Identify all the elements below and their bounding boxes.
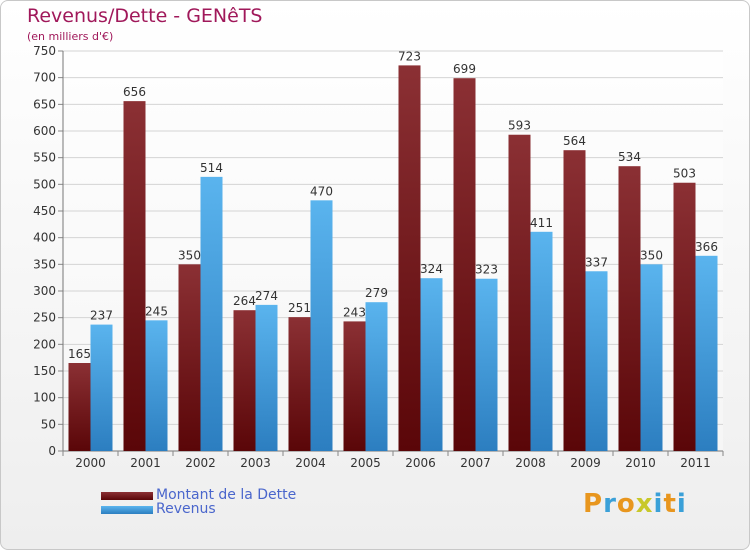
data-label-dette: 534	[618, 150, 641, 164]
proxiti-logo: Proxiti	[583, 489, 687, 519]
data-label-dette: 656	[123, 85, 146, 99]
y-tick-label: 350	[33, 257, 56, 271]
bar-dette	[563, 150, 586, 451]
bar-dette	[343, 321, 366, 451]
data-label-dette: 593	[508, 119, 531, 133]
x-tick-label: 2007	[460, 456, 491, 470]
data-label-revenus: 279	[365, 286, 388, 300]
chart-title: Revenus/Dette - GENêTS	[27, 5, 263, 27]
data-label-revenus: 274	[255, 289, 278, 303]
y-tick-label: 550	[33, 151, 56, 165]
y-tick-label: 750	[33, 44, 56, 58]
data-label-revenus: 237	[90, 309, 113, 323]
data-label-dette: 564	[563, 134, 586, 148]
x-tick-label: 2003	[240, 456, 271, 470]
y-tick-label: 600	[33, 124, 56, 138]
bar-revenus	[255, 304, 278, 451]
plot-area	[63, 51, 723, 451]
bar-dette	[123, 101, 146, 451]
data-label-dette: 264	[233, 294, 256, 308]
data-label-revenus: 245	[145, 304, 168, 318]
bar-dette	[233, 310, 256, 451]
data-label-revenus: 411	[530, 216, 553, 230]
bar-dette	[618, 166, 641, 451]
y-tick-label: 50	[41, 417, 56, 431]
bar-dette	[288, 317, 311, 451]
data-label-dette: 503	[673, 167, 696, 181]
bar-revenus	[310, 200, 333, 451]
x-tick-label: 2002	[185, 456, 216, 470]
x-tick-label: 2005	[350, 456, 381, 470]
bar-dette	[453, 78, 476, 451]
bar-revenus	[200, 176, 223, 451]
x-tick-label: 2001	[130, 456, 161, 470]
bar-dette	[68, 363, 91, 451]
bar-dette	[398, 65, 421, 452]
legend-swatch-dette	[101, 492, 153, 500]
bar-revenus	[530, 231, 553, 451]
bar-revenus	[420, 278, 443, 451]
bar-revenus	[695, 255, 718, 451]
bar-revenus	[90, 324, 113, 451]
bar-dette	[673, 182, 696, 451]
y-tick-label: 200	[33, 337, 56, 351]
data-label-dette: 165	[68, 347, 91, 361]
data-label-dette: 251	[288, 301, 311, 315]
y-tick-label: 0	[48, 444, 56, 458]
data-label-dette: 350	[178, 248, 201, 262]
y-tick-label: 450	[33, 204, 56, 218]
y-tick-label: 300	[33, 284, 56, 298]
y-tick-label: 500	[33, 177, 56, 191]
bar-revenus	[365, 302, 388, 451]
data-label-revenus: 337	[585, 255, 608, 269]
x-tick-label: 2009	[570, 456, 601, 470]
x-tick-label: 2004	[295, 456, 326, 470]
bar-revenus	[585, 271, 608, 451]
bar-revenus	[475, 278, 498, 451]
x-tick-label: 2008	[515, 456, 546, 470]
bar-dette	[178, 264, 201, 451]
data-label-revenus: 514	[200, 161, 223, 175]
data-label-dette: 243	[343, 305, 366, 319]
x-tick-label: 2010	[625, 456, 656, 470]
y-tick-label: 100	[33, 391, 56, 405]
data-label-revenus: 350	[640, 248, 663, 262]
legend-label-dette: Montant de la Dette	[156, 487, 297, 503]
data-label-revenus: 470	[310, 184, 333, 198]
bar-dette	[508, 134, 531, 451]
x-tick-label: 2006	[405, 456, 436, 470]
data-label-revenus: 366	[695, 240, 718, 254]
y-tick-label: 250	[33, 311, 56, 325]
data-label-dette: 723	[398, 49, 421, 63]
data-label-dette: 699	[453, 62, 476, 76]
chart-subtitle: (en milliers d'€)	[27, 30, 114, 43]
y-tick-label: 650	[33, 97, 56, 111]
bar-revenus	[640, 264, 663, 451]
x-tick-label: 2011	[680, 456, 711, 470]
bar-revenus	[145, 320, 168, 451]
y-tick-label: 700	[33, 71, 56, 85]
y-tick-label: 400	[33, 231, 56, 245]
y-tick-label: 150	[33, 364, 56, 378]
data-label-revenus: 324	[420, 262, 443, 276]
legend-label-revenus: Revenus	[156, 501, 216, 517]
data-label-revenus: 323	[475, 263, 498, 277]
legend-swatch-revenus	[101, 506, 153, 514]
x-tick-label: 2000	[75, 456, 106, 470]
